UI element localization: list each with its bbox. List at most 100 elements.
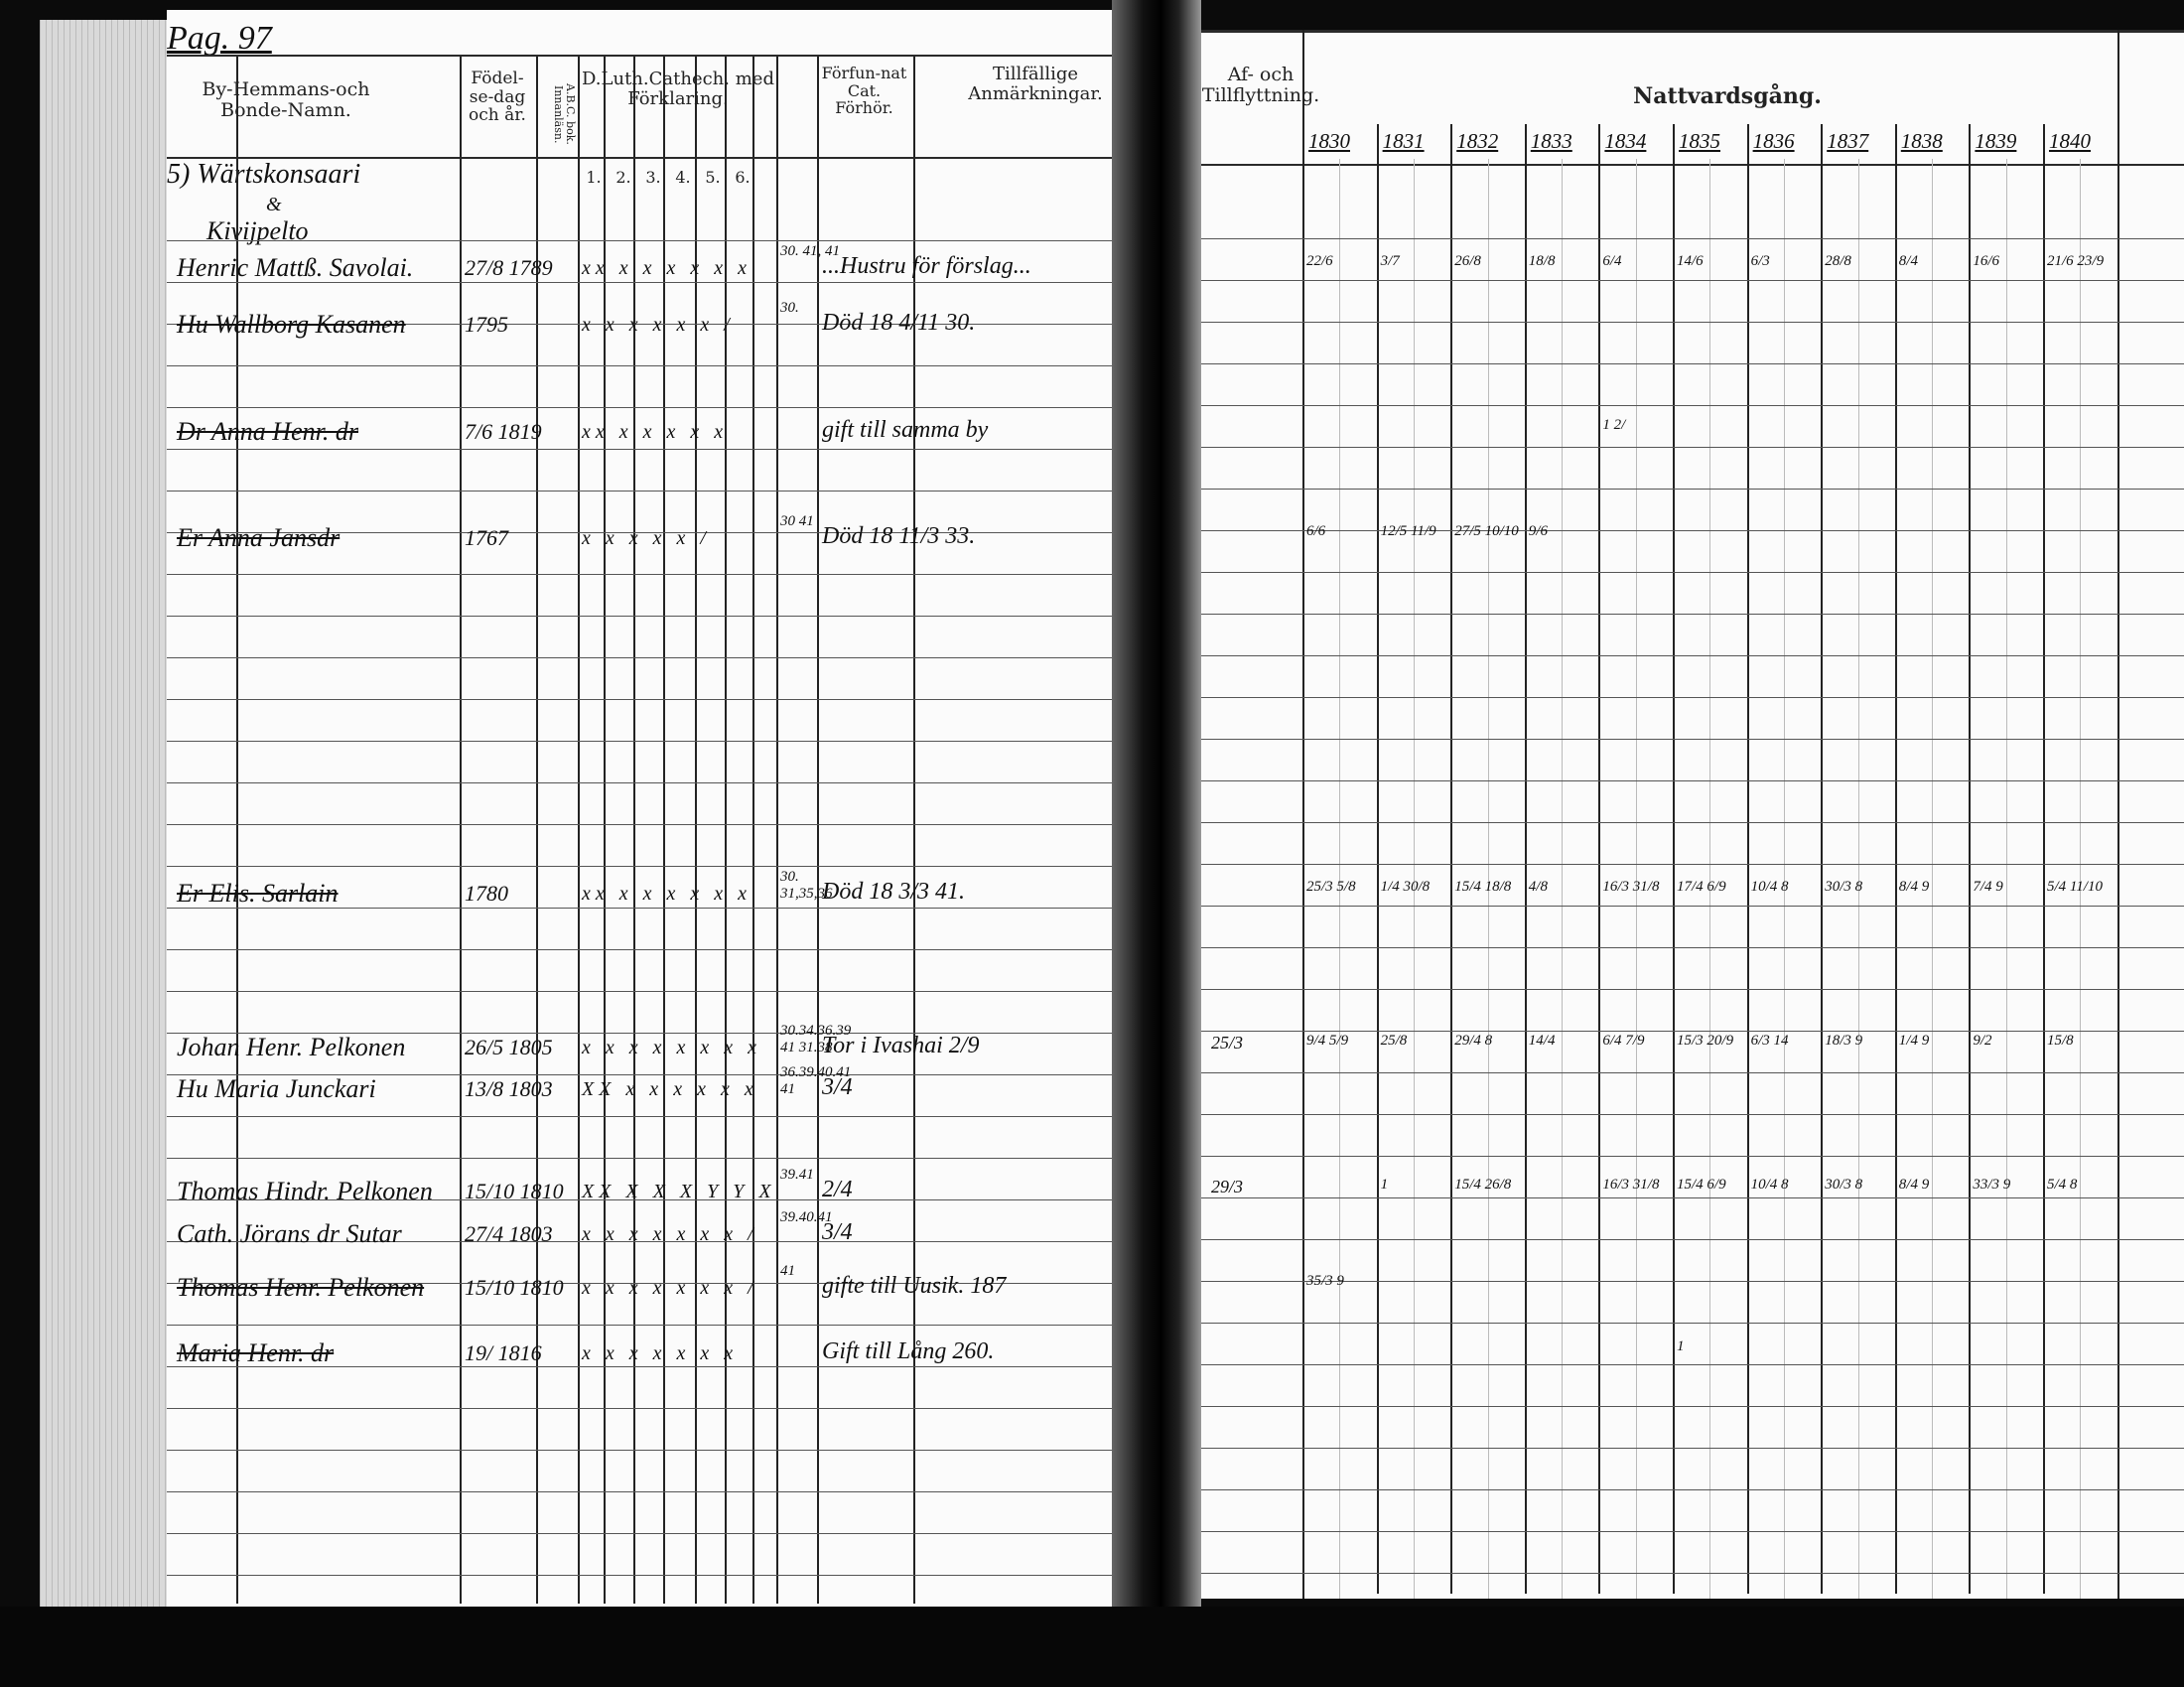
catechism-part-label: 1. [586,168,602,187]
moving-date: 25/3 [1211,1033,1244,1053]
half-year-rule [1413,159,1415,1599]
communion-date: 1/4 30/8 [1380,879,1431,895]
catechism-part-label: 2. [615,168,631,187]
year-label: 1834 [1604,129,1647,153]
communion-date: 8/4 9 [1898,1177,1930,1193]
scan-shadow [0,1607,2184,1687]
row-rule [1181,1072,2184,1073]
communion-date: 27/5 10/10 [1454,523,1519,539]
communion-date: 9/2 [1973,1033,1992,1049]
communion-date: 10/4 8 [1750,879,1789,895]
communion-row: 35/3 9 [1181,1273,2184,1313]
year-label: 1833 [1530,129,1572,153]
person-name: Er Anna Jansdr [177,523,341,552]
column-rule [578,55,580,1604]
header-abc: A.B.C. bok. Innanläsn. [551,83,577,145]
year-label: 1839 [1975,129,2017,153]
column-rule [913,55,915,1604]
year-label: 1831 [1382,129,1425,153]
communion-date: 15/3 20/9 [1677,1033,1734,1049]
row-rule [167,1533,1160,1534]
row-rule [1181,1448,2184,1449]
register-row: Dr Anna Henr. dr 7/6 1819 xx x x x x x gift… [167,417,1160,457]
row-rule [167,407,1160,408]
year-column-rule [1673,124,1675,1594]
exam-years: 30.34.36.39 41 31.38 [780,1023,852,1055]
catechism-marks: x x x x x x / [582,314,735,336]
communion-date: 26/8 [1454,253,1481,269]
communion-date: 1 [1380,1177,1389,1193]
row-rule [1181,1156,2184,1157]
communion-date: 15/4 18/8 [1454,879,1512,895]
exam-years: 30. 41, 41 [780,243,840,259]
column-rule [236,55,238,1604]
row-rule [1181,655,2184,656]
catechism-marks: x x x x x x x [582,1342,739,1364]
row-rule [1181,405,2184,406]
year-label: 1837 [1827,129,1869,153]
row-rule [167,1241,1160,1242]
row-rule [1181,906,2184,907]
row-rule [1181,1531,2184,1532]
row-rule [167,1033,1160,1034]
left-page: Pag. 97 By-Hemmans-och Bonde-Namn. Födel… [167,10,1160,1618]
register-row: Maria Henr. dr 19/ 1816 x x x x x x x Gift … [167,1338,1160,1378]
row-rule [1181,1573,2184,1574]
row-rule [167,1158,1160,1159]
half-year-rule [1487,159,1489,1599]
communion-date: 28/8 [1825,253,1851,269]
remark: Gift till Lång 260. [822,1338,995,1364]
birth-date: 1795 [465,312,508,337]
communion-date: 1 [1677,1338,1685,1354]
year-label: 1830 [1308,129,1350,153]
register-row: Hu Wallborg Kasanen 1795 x x x x x x / 30. D… [167,300,1160,350]
row-rule [1181,447,2184,448]
row-rule [167,949,1160,950]
communion-date: 3/7 [1380,253,1400,269]
remark: gift till samma by [822,417,989,443]
communion-date: 6/3 [1750,253,1770,269]
half-year-rule [1339,159,1341,1599]
register-row: Er Anna Jansdr 1767 x x x x x / 30 41 Död 18… [167,513,1160,563]
communion-date: 14/4 [1528,1033,1556,1049]
birth-date: 1767 [465,525,508,550]
column-rule [536,55,538,1604]
village-name: 5) Wärtskonsaari [167,159,361,190]
moving-date: 29/3 [1211,1177,1244,1196]
half-year-rule [1783,159,1785,1599]
header-bottom-rule [167,157,1160,159]
exam-years: 30 41 [780,513,814,529]
row-rule [1181,1323,2184,1324]
exam-years: 30. [780,300,799,316]
row-rule [167,491,1160,492]
year-column-rule [1598,124,1601,1594]
exam-years: 39.41 [780,1167,814,1183]
row-rule [167,1575,1160,1576]
exam-years: 36.39.40.41 41 [780,1064,852,1097]
catechism-marks: XX X X X Y Y X [582,1181,776,1202]
communion-date: 17/4 6/9 [1677,879,1726,895]
remark: ...Hustru för förslag... [822,253,1031,279]
communion-date: 8/4 9 [1898,879,1930,895]
row-rule [1181,322,2184,323]
row-rule [167,991,1160,992]
header-bottom-rule [1181,164,2184,166]
communion-date: 30/3 8 [1825,1177,1863,1193]
row-rule [1181,1197,2184,1198]
row-rule [167,1408,1160,1409]
row-rule [1181,363,2184,364]
row-rule [167,657,1160,658]
row-rule [1181,1406,2184,1407]
page-number: Pag. 97 [167,20,272,57]
communion-date: 1/4 9 [1898,1033,1930,1049]
person-name: Er Elis. Sarlain [177,879,339,908]
column-rule [817,55,819,1604]
communion-date: 15/4 26/8 [1454,1177,1512,1193]
communion-date: 16/6 [1973,253,2000,269]
column-rule [752,55,754,1604]
row-rule [167,1074,1160,1075]
year-label: 1836 [1752,129,1795,153]
column-rule [663,55,665,1604]
row-rule [1181,489,2184,490]
